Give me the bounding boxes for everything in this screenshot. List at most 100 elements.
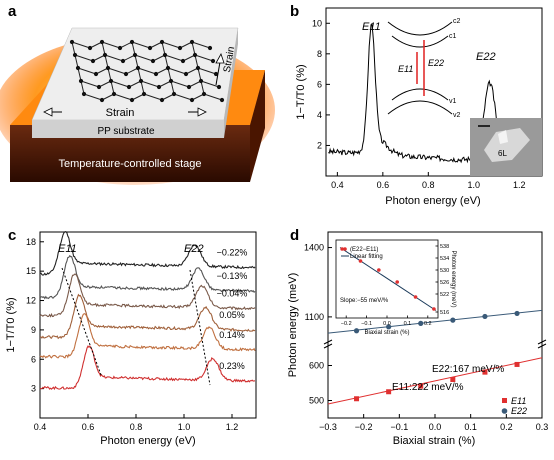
lattice-bond — [125, 67, 139, 75]
plot-b-ytick-label: 10 — [312, 18, 322, 28]
band-v1-label: v1 — [449, 98, 457, 105]
inset-ytick-label: 522 — [440, 292, 449, 298]
spectrum-curve — [39, 254, 256, 300]
plot-c-xtick-label: 1.2 — [226, 422, 239, 432]
spectrum-curve — [39, 231, 256, 276]
plot-b-frame — [325, 7, 543, 177]
spectrum-curve — [39, 313, 256, 359]
band-v1 — [391, 88, 449, 101]
plot-c-e11-label: E11 — [58, 243, 77, 255]
lattice-bond — [170, 80, 190, 88]
substrate-label: PP substrate — [97, 126, 155, 137]
plot-d-xticks: −0.3 −0.2 −0.1 0.0 0.1 0.2 0.3 — [319, 414, 548, 432]
lattice-atom — [210, 58, 216, 64]
lattice-atom — [126, 84, 132, 90]
lattice-atom — [129, 97, 135, 103]
inset-ytick-label: 530 — [440, 268, 449, 274]
inset-xtick-label: 0.1 — [404, 321, 412, 327]
plot-c-ytick-label: 6 — [31, 354, 36, 364]
e22-point — [418, 320, 424, 326]
lattice-bond — [122, 54, 136, 62]
e11-point — [386, 389, 392, 395]
plot-d-legend: E11 E22 — [501, 396, 527, 416]
lattice-bond — [197, 67, 202, 82]
lattice-atom — [99, 39, 105, 45]
inset-series — [339, 247, 437, 311]
plot-c-ylabel: 1−T/T0 (%) — [5, 297, 17, 352]
lattice-atom — [207, 45, 213, 51]
band-v2 — [387, 100, 453, 115]
plot-b-yticks: 2 4 6 8 10 — [312, 18, 330, 150]
inset-fit-line — [339, 247, 437, 311]
strain-side-label: Strain — [222, 46, 237, 74]
e11-point — [354, 396, 360, 402]
lattice-bond — [101, 41, 106, 56]
lattice-atom — [159, 39, 165, 45]
lattice-atom — [105, 65, 111, 71]
lattice-bond — [104, 54, 124, 62]
lattice-bond — [134, 54, 139, 69]
lattice-bond — [107, 67, 127, 75]
lattice-bond — [191, 41, 196, 56]
inset-point — [432, 307, 436, 311]
lattice-bond — [140, 80, 160, 88]
lattice-atom — [189, 97, 195, 103]
lattice-bond — [128, 80, 142, 88]
lattice-bond — [143, 93, 163, 101]
lattice-bond — [191, 93, 205, 101]
inset-xtick-label: −0.1 — [361, 321, 372, 327]
plot-d-xtick-label: 0.0 — [429, 422, 442, 432]
strain-label: 0.14% — [219, 330, 245, 340]
lattice-bond — [89, 41, 103, 49]
lattice-atom — [192, 52, 198, 58]
lattice-atom — [180, 58, 186, 64]
spectrum-curve — [39, 293, 256, 340]
lattice-bond — [164, 54, 184, 62]
plot-c-xlabel: Photon energy (eV) — [100, 435, 195, 447]
strain-arrows — [43, 53, 225, 117]
lattice-bond — [104, 54, 109, 69]
legend-e11-label: E11 — [511, 396, 526, 406]
lattice-bond — [137, 67, 142, 82]
lattice-bond — [110, 80, 130, 88]
plot-b-xtick-label: 0.4 — [331, 180, 344, 190]
lattice-atom — [216, 84, 222, 90]
lattice-bond — [203, 93, 223, 101]
lattice-atom — [165, 65, 171, 71]
panel-a-letter: a — [8, 3, 17, 20]
lattice-bond — [107, 67, 112, 82]
panel-c: c 0.4 0.6 0.8 1.0 1.2 3 6 9 12 15 18 −0.22% −0.13%… — [5, 227, 257, 447]
plot-b-xtick-label: 0.6 — [377, 180, 390, 190]
e11-trend-line — [61, 267, 102, 376]
inset-point — [377, 268, 381, 272]
legend-e22-label: E22 — [511, 406, 527, 416]
panel-b-letter: b — [290, 3, 299, 20]
lattice-atom — [171, 91, 177, 97]
lattice-atom — [177, 45, 183, 51]
axis-break — [323, 339, 547, 349]
plot-d-xtick-label: −0.1 — [390, 422, 408, 432]
e22-point — [514, 310, 520, 317]
spectrum-curve — [39, 345, 256, 391]
lattice-bond — [158, 80, 172, 88]
plot-b-ylabel: 1−T/T0 (%) — [295, 64, 307, 119]
plot-c-xtick-label: 0.6 — [82, 422, 95, 432]
peak-e11-label: E11 — [362, 21, 381, 33]
inset-ytick-label: 516 — [440, 310, 449, 316]
lattice-bond — [92, 54, 106, 62]
inset-xlabel: Biaxial strain (%) — [364, 330, 409, 336]
lattice-atom — [168, 78, 174, 84]
lattice-atom — [132, 52, 138, 58]
inset-xtick-label: 0.2 — [424, 321, 432, 327]
lattice-atom — [81, 91, 87, 97]
lattice-atom — [219, 97, 225, 103]
lattice-bond — [161, 41, 181, 49]
lattice-bond — [194, 54, 214, 62]
lattice-bond — [167, 67, 187, 75]
inset-ytick-label: 534 — [440, 256, 449, 262]
lattice-atom — [87, 45, 93, 51]
flake-bright — [498, 130, 508, 144]
inset-yticks: 516 522 526 530 534 538 — [435, 244, 449, 316]
peak-e22-label: E22 — [476, 51, 496, 63]
